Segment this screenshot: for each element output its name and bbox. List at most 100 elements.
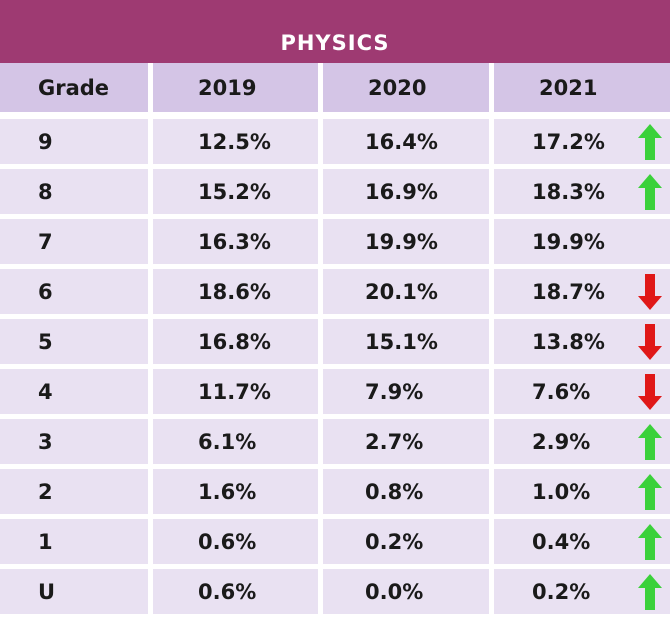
cell-y2021-text: 19.9% (532, 229, 605, 254)
cell-y2021-text: 0.2% (532, 579, 591, 604)
cell-y2019-text: 6.1% (198, 429, 257, 454)
trend-down-arrow-icon (638, 373, 662, 410)
cell-grade-text: 8 (38, 179, 53, 204)
cell-y2020: 2.7% (323, 419, 489, 464)
cell-grade: 6 (0, 269, 148, 314)
cell-grade-text: 1 (38, 529, 53, 554)
cell-y2019: 1.6% (153, 469, 318, 514)
cell-y2019-text: 16.8% (198, 329, 271, 354)
cell-y2020: 20.1% (323, 269, 489, 314)
cell-y2019: 0.6% (153, 569, 318, 614)
column-header-2021: 2021 (494, 63, 670, 112)
cell-y2021-text: 18.7% (532, 279, 605, 304)
cell-y2020: 15.1% (323, 319, 489, 364)
table-row: U 0.6% 0.0% 0.2% (0, 569, 670, 614)
cell-y2021-text: 2.9% (532, 429, 591, 454)
cell-grade-text: 6 (38, 279, 53, 304)
cell-y2021-text: 1.0% (532, 479, 591, 504)
cell-y2019: 11.7% (153, 369, 318, 414)
table-row: 4 11.7% 7.9% 7.6% (0, 369, 670, 414)
column-header-2019: 2019 (153, 63, 318, 112)
cell-y2021: 1.0% (494, 469, 670, 514)
cell-y2021-text: 17.2% (532, 129, 605, 154)
cell-y2021: 0.2% (494, 569, 670, 614)
trend-up-arrow-icon (638, 173, 662, 210)
cell-y2019: 16.3% (153, 219, 318, 264)
cell-y2019: 15.2% (153, 169, 318, 214)
column-header-grade-text: Grade (38, 75, 110, 100)
cell-y2020: 16.4% (323, 119, 489, 164)
cell-grade-text: 7 (38, 229, 53, 254)
cell-y2021: 18.7% (494, 269, 670, 314)
cell-grade-text: U (38, 579, 56, 604)
cell-grade: 3 (0, 419, 148, 464)
table-row: 8 15.2% 16.9% 18.3% (0, 169, 670, 214)
title-banner: PHYSICS (0, 0, 670, 63)
column-header-2020: 2020 (323, 63, 489, 112)
cell-y2019-text: 0.6% (198, 579, 257, 604)
cell-grade: 9 (0, 119, 148, 164)
cell-y2020: 0.8% (323, 469, 489, 514)
cell-grade: 2 (0, 469, 148, 514)
cell-y2021: 0.4% (494, 519, 670, 564)
cell-y2020: 0.2% (323, 519, 489, 564)
cell-y2021: 18.3% (494, 169, 670, 214)
cell-y2020-text: 19.9% (365, 229, 438, 254)
cell-y2019: 0.6% (153, 519, 318, 564)
cell-y2019: 16.8% (153, 319, 318, 364)
cell-y2021: 7.6% (494, 369, 670, 414)
table-row: 7 16.3% 19.9% 19.9% (0, 219, 670, 264)
cell-y2020-text: 16.9% (365, 179, 438, 204)
cell-grade-text: 2 (38, 479, 53, 504)
trend-down-arrow-icon (638, 273, 662, 310)
trend-up-arrow-icon (638, 123, 662, 160)
cell-y2019-text: 15.2% (198, 179, 271, 204)
cell-y2021: 13.8% (494, 319, 670, 364)
cell-y2019-text: 12.5% (198, 129, 271, 154)
cell-y2020: 7.9% (323, 369, 489, 414)
cell-y2020-text: 2.7% (365, 429, 424, 454)
trend-up-arrow-icon (638, 473, 662, 510)
table-title: PHYSICS (280, 31, 390, 55)
table-row: 6 18.6% 20.1% 18.7% (0, 269, 670, 314)
column-header-2021-text: 2021 (539, 75, 598, 100)
cell-y2019-text: 11.7% (198, 379, 271, 404)
cell-grade: 4 (0, 369, 148, 414)
cell-y2020-text: 20.1% (365, 279, 438, 304)
cell-grade-text: 9 (38, 129, 53, 154)
column-header-2019-text: 2019 (198, 75, 257, 100)
cell-y2021-text: 0.4% (532, 529, 591, 554)
trend-up-arrow-icon (638, 523, 662, 560)
cell-y2021-text: 18.3% (532, 179, 605, 204)
cell-y2020-text: 0.0% (365, 579, 424, 604)
table-row: 9 12.5% 16.4% 17.2% (0, 119, 670, 164)
cell-y2021-text: 13.8% (532, 329, 605, 354)
header-row: Grade 2019 2020 2021 (0, 63, 670, 112)
cell-y2019-text: 16.3% (198, 229, 271, 254)
cell-y2020-text: 16.4% (365, 129, 438, 154)
cell-y2021: 17.2% (494, 119, 670, 164)
column-header-2020-text: 2020 (368, 75, 427, 100)
cell-y2020-text: 0.2% (365, 529, 424, 554)
cell-y2020: 0.0% (323, 569, 489, 614)
cell-grade: 7 (0, 219, 148, 264)
cell-grade: 1 (0, 519, 148, 564)
table-row: 1 0.6% 0.2% 0.4% (0, 519, 670, 564)
cell-y2020: 19.9% (323, 219, 489, 264)
cell-y2020-text: 7.9% (365, 379, 424, 404)
cell-grade-text: 5 (38, 329, 53, 354)
column-header-grade: Grade (0, 63, 148, 112)
cell-y2019-text: 1.6% (198, 479, 257, 504)
cell-y2021: 2.9% (494, 419, 670, 464)
cell-y2019: 12.5% (153, 119, 318, 164)
trend-down-arrow-icon (638, 323, 662, 360)
trend-up-arrow-icon (638, 573, 662, 610)
cell-y2019: 18.6% (153, 269, 318, 314)
cell-y2020: 16.9% (323, 169, 489, 214)
cell-y2020-text: 0.8% (365, 479, 424, 504)
cell-y2020-text: 15.1% (365, 329, 438, 354)
cell-grade-text: 3 (38, 429, 53, 454)
cell-y2021-text: 7.6% (532, 379, 591, 404)
trend-up-arrow-icon (638, 423, 662, 460)
cell-y2019-text: 0.6% (198, 529, 257, 554)
